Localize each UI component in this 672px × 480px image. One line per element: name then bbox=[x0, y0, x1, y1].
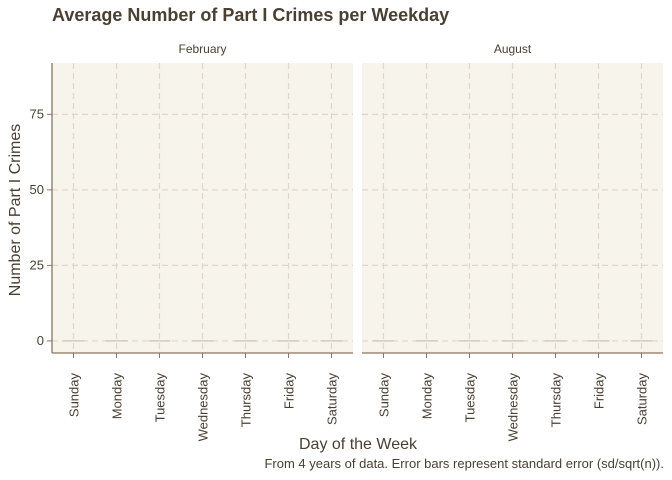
bar bbox=[458, 340, 481, 342]
bar bbox=[320, 340, 343, 342]
bar bbox=[191, 340, 214, 342]
x-tick-label: Tuesday bbox=[463, 373, 478, 423]
x-tick-label: Wednesday bbox=[196, 373, 211, 442]
x-tick-label: Friday bbox=[592, 373, 607, 410]
chart-caption: From 4 years of data. Error bars represe… bbox=[264, 456, 664, 471]
bar bbox=[234, 340, 257, 342]
x-tick-label: Friday bbox=[282, 373, 297, 410]
facet-panels: Sunday Monday Tuesday Wednesday Thursday Frid… bbox=[52, 42, 663, 441]
bar bbox=[415, 340, 438, 342]
x-tick-label: Saturday bbox=[635, 373, 650, 426]
bar bbox=[501, 340, 524, 342]
x-tick-label: Sunday bbox=[377, 373, 392, 418]
bar bbox=[105, 340, 128, 342]
chart-title: Average Number of Part I Crimes per Week… bbox=[52, 5, 450, 25]
y-tick-label: 0 bbox=[37, 333, 44, 348]
x-tick-label: Monday bbox=[420, 373, 435, 420]
x-tick-label: Sunday bbox=[67, 373, 82, 418]
bar bbox=[277, 340, 300, 342]
facet-strip-label: August bbox=[494, 42, 532, 56]
y-axis-label: Number of Part I Crimes bbox=[7, 124, 24, 296]
bar bbox=[62, 340, 85, 342]
x-tick-label: Tuesday bbox=[153, 373, 168, 423]
y-tick-label: 50 bbox=[30, 182, 44, 197]
x-tick-label: Thursday bbox=[239, 373, 254, 428]
facet-strip-label: February bbox=[178, 42, 226, 56]
x-tick-label: Saturday bbox=[325, 373, 340, 426]
facet-panel: Sunday Monday Tuesday Wednesday Thursday Frid… bbox=[362, 42, 663, 441]
bar bbox=[587, 340, 610, 342]
x-tick-label: Wednesday bbox=[506, 373, 521, 442]
y-tick-label: 25 bbox=[30, 257, 44, 272]
bar bbox=[372, 340, 395, 342]
y-axis: 0 25 50 75 bbox=[30, 63, 53, 353]
x-tick-label: Thursday bbox=[549, 373, 564, 428]
facet-panel: Sunday Monday Tuesday Wednesday Thursday Frid… bbox=[52, 42, 353, 441]
bar bbox=[148, 340, 171, 342]
x-tick-label: Monday bbox=[110, 373, 125, 420]
x-axis-label: Day of the Week bbox=[299, 436, 418, 453]
bar bbox=[630, 340, 653, 342]
y-tick-label: 75 bbox=[30, 106, 44, 121]
bar bbox=[544, 340, 567, 342]
